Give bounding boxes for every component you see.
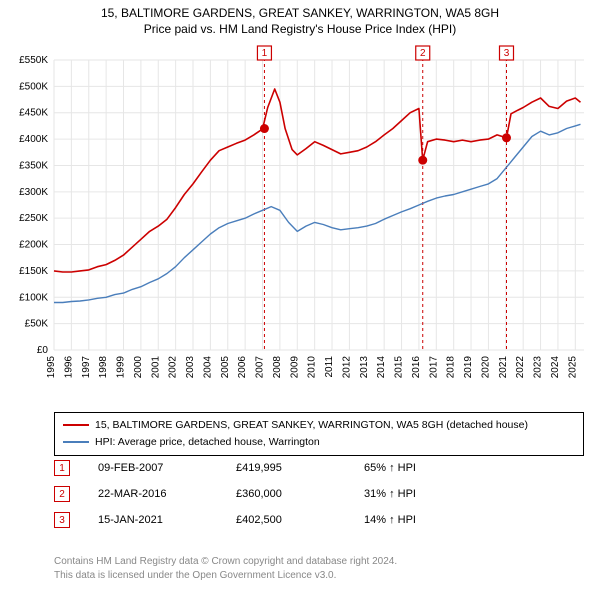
svg-text:£200K: £200K xyxy=(19,240,48,251)
svg-text:£550K: £550K xyxy=(19,55,48,66)
sale-date-3: 15-JAN-2021 xyxy=(98,514,208,526)
svg-text:2025: 2025 xyxy=(567,356,578,379)
svg-text:2014: 2014 xyxy=(376,356,387,379)
svg-text:1999: 1999 xyxy=(116,356,127,379)
svg-text:2010: 2010 xyxy=(307,356,318,379)
svg-text:2024: 2024 xyxy=(550,356,561,379)
svg-text:£0: £0 xyxy=(37,345,49,356)
footer-line-2: This data is licensed under the Open Gov… xyxy=(54,569,584,583)
svg-text:2001: 2001 xyxy=(150,356,161,379)
chart-area: £0£50K£100K£150K£200K£250K£300K£350K£400… xyxy=(54,46,584,382)
svg-text:2015: 2015 xyxy=(394,356,405,379)
legend-box: 15, BALTIMORE GARDENS, GREAT SANKEY, WAR… xyxy=(54,412,584,456)
legend-swatch-1 xyxy=(63,424,89,426)
svg-text:1: 1 xyxy=(262,48,268,59)
sale-marker-2: 2 xyxy=(54,486,70,502)
chart-titles: 15, BALTIMORE GARDENS, GREAT SANKEY, WAR… xyxy=(0,0,600,37)
sale-row-1: 1 09-FEB-2007 £419,995 65% ↑ HPI xyxy=(54,460,584,476)
legend-label-2: HPI: Average price, detached house, Warr… xyxy=(95,434,320,451)
page-root: 15, BALTIMORE GARDENS, GREAT SANKEY, WAR… xyxy=(0,0,600,590)
svg-text:1996: 1996 xyxy=(63,356,74,379)
sale-marker-1: 1 xyxy=(54,460,70,476)
svg-text:2020: 2020 xyxy=(480,356,491,379)
svg-text:3: 3 xyxy=(504,48,510,59)
svg-text:2019: 2019 xyxy=(463,356,474,379)
svg-text:2000: 2000 xyxy=(133,356,144,379)
svg-text:2022: 2022 xyxy=(515,356,526,379)
svg-text:£50K: £50K xyxy=(25,319,49,330)
svg-text:2012: 2012 xyxy=(341,356,352,379)
sales-block: 1 09-FEB-2007 £419,995 65% ↑ HPI 2 22-MA… xyxy=(54,460,584,538)
svg-text:2002: 2002 xyxy=(168,356,179,379)
svg-text:£150K: £150K xyxy=(19,266,48,277)
svg-text:£300K: £300K xyxy=(19,187,48,198)
legend-row-2: HPI: Average price, detached house, Warr… xyxy=(63,434,575,451)
svg-text:2003: 2003 xyxy=(185,356,196,379)
svg-text:2005: 2005 xyxy=(220,356,231,379)
svg-text:2: 2 xyxy=(420,48,426,59)
footer-line-1: Contains HM Land Registry data © Crown c… xyxy=(54,555,584,569)
chart-svg: £0£50K£100K£150K£200K£250K£300K£350K£400… xyxy=(54,46,584,382)
svg-text:2009: 2009 xyxy=(289,356,300,379)
legend-label-1: 15, BALTIMORE GARDENS, GREAT SANKEY, WAR… xyxy=(95,417,528,434)
title-line-2: Price paid vs. HM Land Registry's House … xyxy=(0,22,600,38)
sale-price-3: £402,500 xyxy=(236,514,336,526)
sale-row-3: 3 15-JAN-2021 £402,500 14% ↑ HPI xyxy=(54,512,584,528)
svg-text:£350K: £350K xyxy=(19,160,48,171)
svg-text:1998: 1998 xyxy=(98,356,109,379)
svg-text:2008: 2008 xyxy=(272,356,283,379)
svg-text:£250K: £250K xyxy=(19,213,48,224)
sale-date-2: 22-MAR-2016 xyxy=(98,488,208,500)
legend-swatch-2 xyxy=(63,441,89,443)
svg-text:2023: 2023 xyxy=(533,356,544,379)
sale-row-2: 2 22-MAR-2016 £360,000 31% ↑ HPI xyxy=(54,486,584,502)
svg-text:1997: 1997 xyxy=(81,356,92,379)
svg-text:2004: 2004 xyxy=(202,356,213,379)
svg-text:2018: 2018 xyxy=(446,356,457,379)
footer-attribution: Contains HM Land Registry data © Crown c… xyxy=(54,555,584,582)
svg-text:2011: 2011 xyxy=(324,356,335,378)
svg-text:1995: 1995 xyxy=(46,356,57,379)
sale-marker-3: 3 xyxy=(54,512,70,528)
legend-row-1: 15, BALTIMORE GARDENS, GREAT SANKEY, WAR… xyxy=(63,417,575,434)
svg-text:2017: 2017 xyxy=(428,356,439,379)
sale-hpi-1: 65% ↑ HPI xyxy=(364,462,464,474)
title-line-1: 15, BALTIMORE GARDENS, GREAT SANKEY, WAR… xyxy=(0,6,600,22)
svg-text:£500K: £500K xyxy=(19,81,48,92)
sale-hpi-2: 31% ↑ HPI xyxy=(364,488,464,500)
svg-text:2021: 2021 xyxy=(498,356,509,379)
svg-text:2006: 2006 xyxy=(237,356,248,379)
sale-price-2: £360,000 xyxy=(236,488,336,500)
svg-text:£450K: £450K xyxy=(19,108,48,119)
sale-hpi-3: 14% ↑ HPI xyxy=(364,514,464,526)
sale-price-1: £419,995 xyxy=(236,462,336,474)
sale-date-1: 09-FEB-2007 xyxy=(98,462,208,474)
svg-text:2013: 2013 xyxy=(359,356,370,379)
svg-text:£400K: £400K xyxy=(19,134,48,145)
svg-text:2016: 2016 xyxy=(411,356,422,379)
svg-text:2007: 2007 xyxy=(255,356,266,379)
svg-text:£100K: £100K xyxy=(19,292,48,303)
